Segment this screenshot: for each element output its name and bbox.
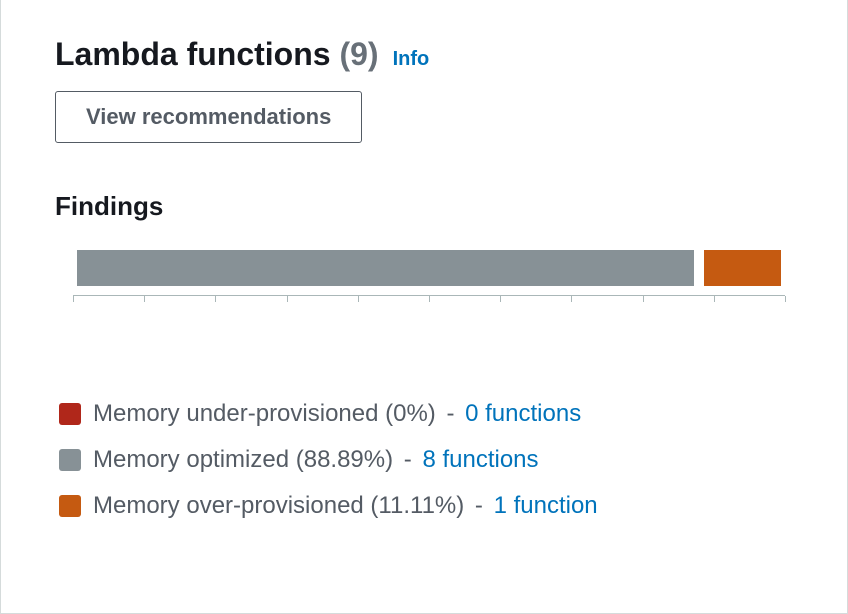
legend-label: Memory over-provisioned (11.11%) (93, 492, 464, 519)
chart-tick (500, 296, 501, 302)
title-count: (9) (339, 36, 378, 72)
legend-row-under: Memory under-provisioned (0%) - 0 functi… (59, 400, 759, 428)
chart-segment-over (704, 250, 781, 286)
legend-link-optimized[interactable]: 8 functions (422, 446, 538, 473)
chart-tick (215, 296, 216, 302)
view-recommendations-button[interactable]: View recommendations (55, 91, 362, 143)
panel-header: Lambda functions (9) Info (55, 36, 807, 73)
legend-link-under[interactable]: 0 functions (465, 400, 581, 427)
chart-tick (571, 296, 572, 302)
chart-tick (287, 296, 288, 302)
legend-separator: - (440, 400, 461, 427)
chart-tick (73, 296, 74, 302)
chart-bar-row (77, 250, 781, 286)
findings-legend: Memory under-provisioned (0%) - 0 functi… (59, 400, 759, 520)
findings-heading: Findings (55, 191, 807, 222)
info-link[interactable]: Info (393, 48, 430, 71)
legend-text-under: Memory under-provisioned (0%) - 0 functi… (93, 400, 581, 428)
chart-tick (714, 296, 715, 302)
title-text: Lambda functions (55, 36, 331, 72)
legend-label: Memory optimized (88.89%) (93, 446, 393, 473)
legend-text-over: Memory over-provisioned (11.11%) - 1 fun… (93, 492, 598, 520)
chart-tick (144, 296, 145, 302)
legend-swatch-over (59, 495, 81, 517)
legend-swatch-optimized (59, 449, 81, 471)
legend-row-over: Memory over-provisioned (11.11%) - 1 fun… (59, 492, 759, 520)
legend-swatch-under (59, 403, 81, 425)
chart-tick (429, 296, 430, 302)
chart-tick (785, 296, 786, 302)
lambda-findings-panel: Lambda functions (9) Info View recommend… (0, 0, 848, 614)
panel-title: Lambda functions (9) (55, 36, 379, 73)
legend-text-optimized: Memory optimized (88.89%) - 8 functions (93, 446, 539, 474)
legend-link-over[interactable]: 1 function (494, 492, 598, 519)
legend-separator: - (397, 446, 418, 473)
legend-separator: - (468, 492, 489, 519)
legend-label: Memory under-provisioned (0%) (93, 400, 436, 427)
chart-segment-optimized (77, 250, 694, 286)
findings-chart (73, 246, 785, 296)
chart-tick (643, 296, 644, 302)
chart-tick (358, 296, 359, 302)
legend-row-optimized: Memory optimized (88.89%) - 8 functions (59, 446, 759, 474)
